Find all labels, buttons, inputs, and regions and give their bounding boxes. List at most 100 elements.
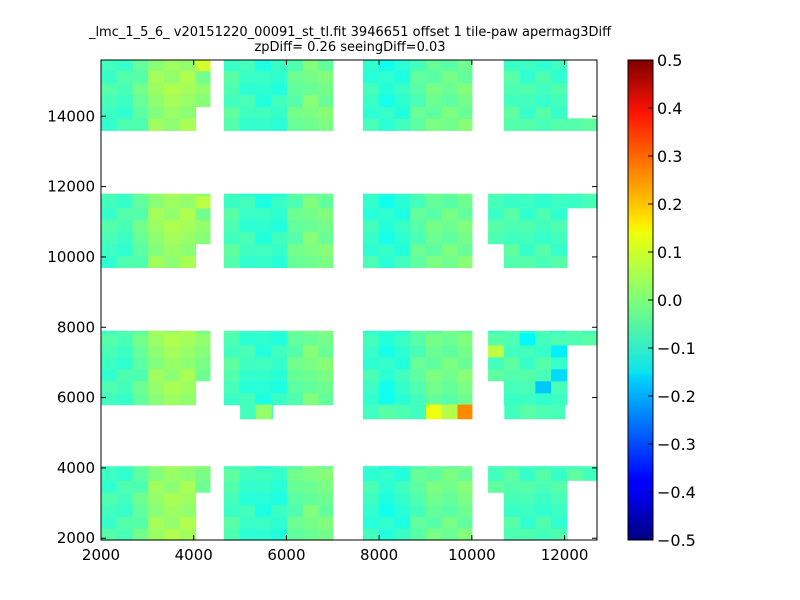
heatmap-cell [116, 243, 134, 257]
heatmap-cell [441, 94, 459, 108]
heatmap-cell [457, 504, 473, 517]
heatmap-cell [286, 118, 304, 131]
heatmap-cell [535, 480, 552, 493]
heatmap-cell [551, 332, 568, 346]
heatmap-cell [271, 344, 288, 358]
heatmap-cell [425, 118, 443, 131]
heatmap-cell [223, 106, 241, 119]
y-tick-label: 2000 [57, 529, 95, 547]
heatmap-cell [378, 207, 396, 221]
heatmap-cell [148, 516, 165, 529]
x-tick-label: 12000 [541, 546, 589, 564]
heatmap-cells [101, 60, 598, 541]
heatmap-cell [441, 207, 459, 221]
heatmap-cell [164, 504, 181, 517]
heatmap-cell [132, 356, 149, 370]
heatmap-cell [195, 468, 211, 481]
heatmap-cell [132, 207, 149, 221]
heatmap-cell [286, 255, 304, 269]
heatmap-cell [503, 392, 521, 406]
heatmap-cell [164, 344, 181, 358]
heatmap-cell [116, 70, 134, 84]
heatmap-cell [535, 330, 552, 334]
heatmap-cell [255, 492, 272, 505]
heatmap-cell [457, 60, 473, 72]
heatmap-cell [488, 330, 505, 334]
heatmap-cell [457, 219, 473, 233]
heatmap-cell [519, 468, 536, 481]
heatmap-cell [378, 193, 396, 197]
heatmap-cell [488, 368, 505, 382]
colorbar-ticks: 0.5 0.4 0.3 0.2 0.1 0.0 −0.1 −0.2 −0.3 −0.4 −0.5 [648, 51, 696, 550]
heatmap-cell [519, 118, 536, 131]
heatmap-cell [457, 231, 473, 245]
heatmap-cell [425, 243, 443, 257]
heatmap-cell [223, 243, 241, 257]
heatmap-cell [503, 82, 521, 96]
heatmap-cell [286, 207, 304, 221]
heatmap-cell [378, 231, 396, 245]
heatmap-cell [302, 243, 319, 257]
heatmap-cell [441, 106, 459, 119]
heatmap-cell [116, 504, 134, 517]
heatmap-cell [223, 480, 241, 493]
heatmap-cell [164, 219, 181, 233]
heatmap-cell [255, 207, 272, 221]
heatmap-cell [362, 243, 380, 257]
heatmap-cell [362, 480, 380, 493]
heatmap-cell [503, 330, 521, 334]
heatmap-cell [394, 392, 411, 406]
heatmap-cell [132, 193, 149, 197]
heatmap-cell [425, 492, 443, 505]
x-tick-label: 2000 [82, 546, 120, 564]
heatmap-cell [223, 60, 241, 72]
heatmap-cell [394, 231, 411, 245]
heatmap-cell [551, 344, 568, 358]
heatmap-cell [148, 528, 165, 541]
heatmap-cell [101, 82, 118, 96]
heatmap-cell [286, 70, 304, 84]
heatmap-cell [535, 368, 552, 382]
heatmap-cell [271, 504, 288, 517]
heatmap-cell [116, 468, 134, 481]
heatmap-cell [318, 468, 334, 481]
heatmap-cell [271, 466, 288, 469]
heatmap-cell [164, 516, 181, 529]
heatmap-cell [116, 195, 134, 209]
colorbar-tick-label: 0.5 [657, 51, 682, 70]
heatmap-cell [378, 380, 396, 394]
heatmap-cell [535, 118, 552, 131]
heatmap-cell [551, 243, 568, 257]
heatmap-cell [519, 392, 536, 406]
heatmap-cell [271, 219, 288, 233]
heatmap-cell [519, 332, 536, 346]
heatmap-cell [255, 368, 272, 382]
heatmap-cell [239, 368, 256, 382]
heatmap-cell [441, 368, 459, 382]
heatmap-cell [457, 82, 473, 96]
heatmap-cell [535, 528, 552, 541]
heatmap-cell [378, 392, 396, 406]
heatmap-cell [223, 516, 241, 529]
heatmap-cell [179, 106, 197, 119]
heatmap-cell [179, 193, 197, 197]
heatmap-cell [394, 332, 411, 346]
heatmap-cell [394, 528, 411, 541]
heatmap-cell [255, 380, 272, 394]
heatmap-cell [566, 330, 584, 334]
heatmap-cell [148, 231, 165, 245]
heatmap-cell [195, 193, 211, 197]
heatmap-cell [441, 356, 459, 370]
heatmap-cell [519, 255, 536, 269]
heatmap-cell [302, 480, 319, 493]
heatmap-cell [503, 219, 521, 233]
heatmap-cell [394, 380, 411, 394]
heatmap-cell [116, 480, 134, 493]
heatmap-cell [535, 243, 552, 257]
heatmap-cell [132, 480, 149, 493]
heatmap-cell [101, 468, 118, 481]
heatmap-cell [223, 330, 241, 334]
heatmap-cell [302, 219, 319, 233]
heatmap-cell [318, 195, 334, 209]
heatmap-cell [179, 219, 197, 233]
